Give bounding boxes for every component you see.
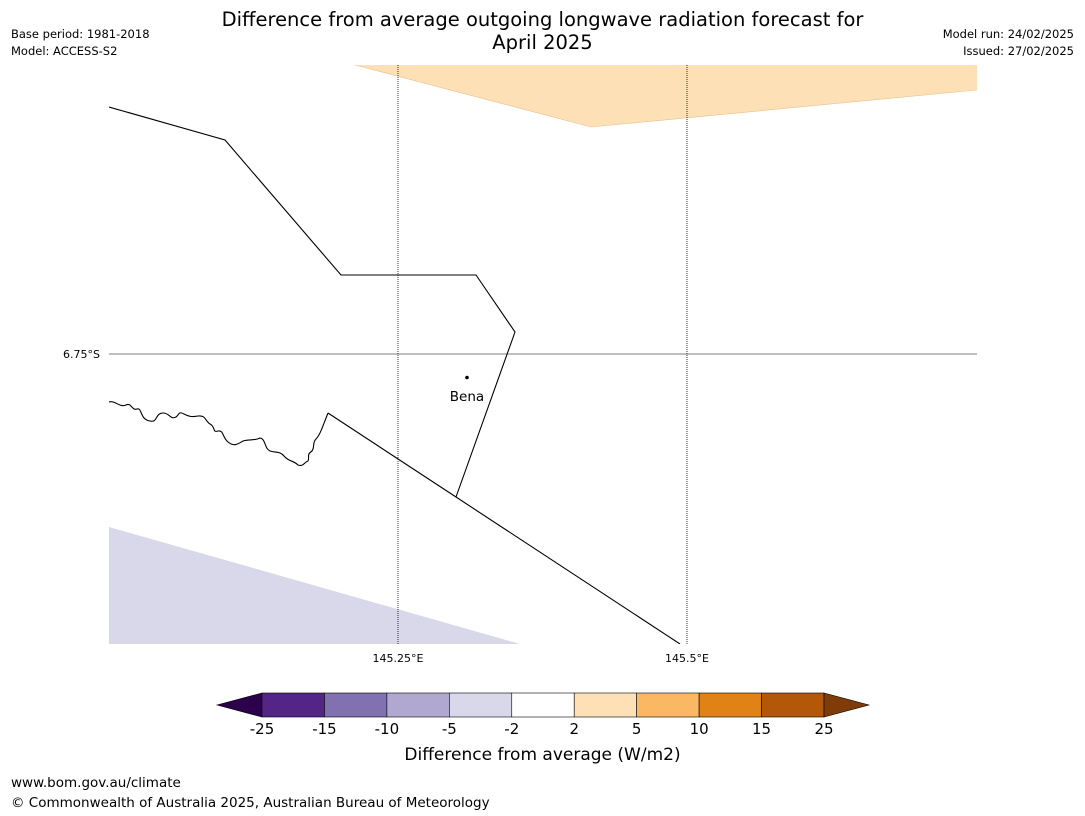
- colorbar-tick-label: 25: [814, 720, 834, 738]
- province-boundary-south: [327, 412, 681, 644]
- colorbar-bin: [698, 692, 762, 718]
- colorbar-bin: [324, 692, 388, 718]
- province-boundary: [109, 106, 516, 498]
- colorbar-tick-label: -10: [374, 720, 400, 738]
- colorbar-tick-label: -25: [249, 720, 275, 738]
- place-marker-bena: [465, 375, 469, 380]
- colorbar-bin: [761, 692, 825, 718]
- colorbar-under-arrow: [215, 692, 263, 718]
- colorbar-tick-label: 15: [752, 720, 772, 738]
- title-line-2: April 2025: [492, 31, 593, 54]
- positive-anomaly-area: [355, 65, 977, 127]
- negative-anomaly-area: [109, 527, 520, 644]
- model-run-date: Model run: 24/02/2025: [942, 27, 1074, 41]
- longitude-label-145-5: 145.5°E: [665, 652, 709, 665]
- copyright-notice: © Commonwealth of Australia 2025, Austra…: [11, 795, 490, 811]
- colorbar-bin: [449, 692, 513, 718]
- colorbar-tick-label: 10: [689, 720, 709, 738]
- metadata-left: Base period: 1981-2018 Model: ACCESS-S2: [11, 26, 150, 60]
- river: [109, 401, 329, 466]
- colorbar-bin: [511, 692, 575, 718]
- metadata-right: Model run: 24/02/2025 Issued: 27/02/2025: [943, 26, 1074, 60]
- colorbar: [215, 692, 871, 718]
- colorbar-tick-label: -15: [312, 720, 337, 738]
- colorbar-tick-label: 2: [569, 720, 579, 738]
- bom-url: www.bom.gov.au/climate: [11, 775, 181, 791]
- place-label-bena: Bena: [450, 389, 484, 405]
- longitude-label-145-25: 145.25°E: [373, 652, 424, 665]
- colorbar-bin: [386, 692, 450, 718]
- title-line-1: Difference from average outgoing longwav…: [221, 8, 864, 31]
- base-period: Base period: 1981-2018: [11, 27, 150, 41]
- issued-date: Issued: 27/02/2025: [963, 44, 1074, 58]
- latitude-label: 6.75°S: [63, 348, 100, 361]
- colorbar-tick-label: -2: [504, 720, 520, 738]
- colorbar-bin: [573, 692, 637, 718]
- colorbar-tick-label: 5: [631, 720, 642, 738]
- colorbar-title: Difference from average (W/m2): [404, 745, 681, 765]
- map: Bena 6.75°S 145.25°E 145.5°E: [63, 65, 977, 665]
- colorbar-bin: [261, 692, 325, 718]
- colorbar-bin: [636, 692, 700, 718]
- colorbar-over-arrow: [823, 692, 871, 718]
- map-title: Difference from average outgoing longwav…: [0, 8, 1085, 54]
- colorbar-tick-label: -5: [441, 720, 457, 738]
- model-name: Model: ACCESS-S2: [11, 44, 118, 58]
